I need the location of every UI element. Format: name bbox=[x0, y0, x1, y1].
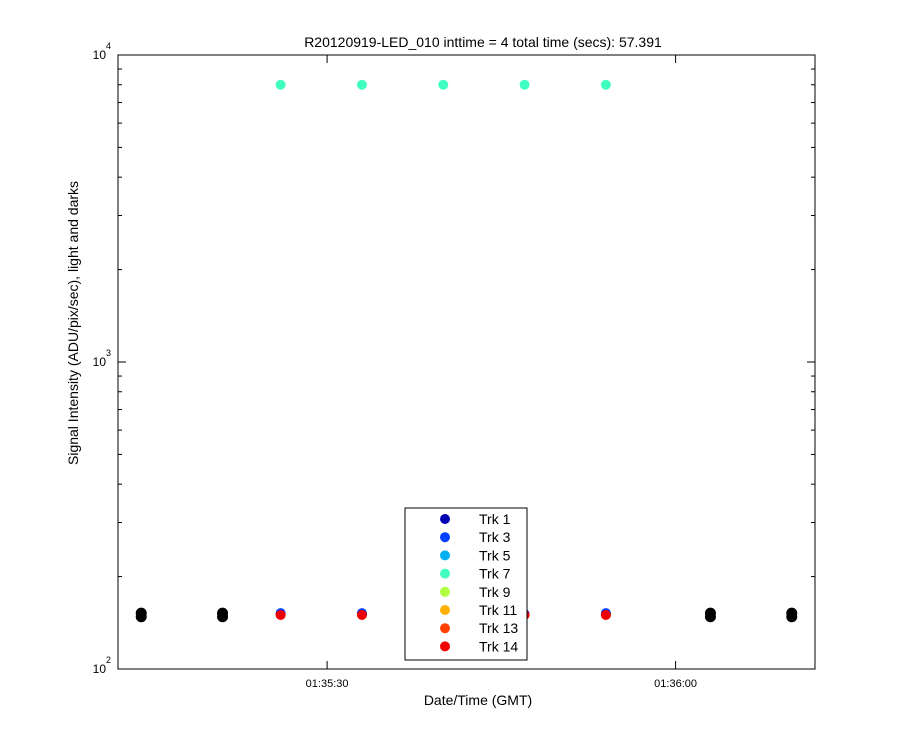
legend-marker bbox=[440, 605, 450, 615]
x-tick-label: 01:36:00 bbox=[654, 678, 697, 690]
legend-label: Trk 1 bbox=[479, 511, 511, 527]
legend-label: Trk 11 bbox=[479, 602, 517, 618]
dark-point bbox=[135, 607, 147, 619]
legend-marker bbox=[440, 550, 450, 561]
legend-label: Trk 5 bbox=[479, 547, 511, 563]
point-trk-7 bbox=[600, 79, 611, 90]
y-tick-label-base: 10 bbox=[93, 355, 107, 369]
point-trk-7 bbox=[519, 79, 530, 90]
legend-marker bbox=[440, 532, 450, 543]
y-tick-label-base: 10 bbox=[93, 48, 107, 62]
point-trk-14 bbox=[600, 609, 611, 620]
x-axis-label: Date/Time (GMT) bbox=[424, 692, 532, 708]
legend-marker bbox=[440, 514, 450, 524]
legend-marker bbox=[440, 623, 450, 634]
y-tick-label-exponent: 4 bbox=[106, 41, 111, 51]
y-tick-label-exponent: 3 bbox=[106, 348, 111, 358]
point-trk-7 bbox=[356, 79, 367, 90]
legend-label: Trk 9 bbox=[479, 584, 511, 600]
dark-point bbox=[786, 607, 798, 619]
legend-box bbox=[404, 507, 528, 661]
legend-marker bbox=[440, 568, 450, 579]
x-tick-label: 01:35:30 bbox=[306, 678, 349, 690]
legend-label: Trk 3 bbox=[479, 529, 511, 545]
legend-marker bbox=[440, 586, 450, 597]
legend-label: Trk 7 bbox=[479, 566, 511, 582]
legend-label: Trk 13 bbox=[479, 620, 518, 636]
point-trk-14 bbox=[356, 609, 367, 620]
chart-title: R20120919-LED_010 inttime = 4 total time… bbox=[304, 34, 662, 50]
point-trk-7 bbox=[275, 79, 286, 90]
y-tick-label-exponent: 2 bbox=[106, 655, 111, 665]
y-axis-label: Signal Intensity (ADU/pix/sec), light an… bbox=[65, 181, 81, 465]
dark-point bbox=[704, 607, 716, 619]
dark-point bbox=[217, 607, 229, 619]
y-tick-label-base: 10 bbox=[93, 662, 107, 676]
legend: Trk 1 Trk 3 Trk 5 Trk 7 Trk 9 Trk 11 Trk 13 Trk… bbox=[404, 507, 528, 661]
point-trk-14 bbox=[275, 609, 286, 620]
x-axis-ticks: 01:35:30 01:36:00 bbox=[306, 55, 697, 690]
legend-marker bbox=[440, 641, 450, 652]
point-trk-7 bbox=[438, 79, 449, 90]
legend-label: Trk 14 bbox=[479, 638, 518, 654]
